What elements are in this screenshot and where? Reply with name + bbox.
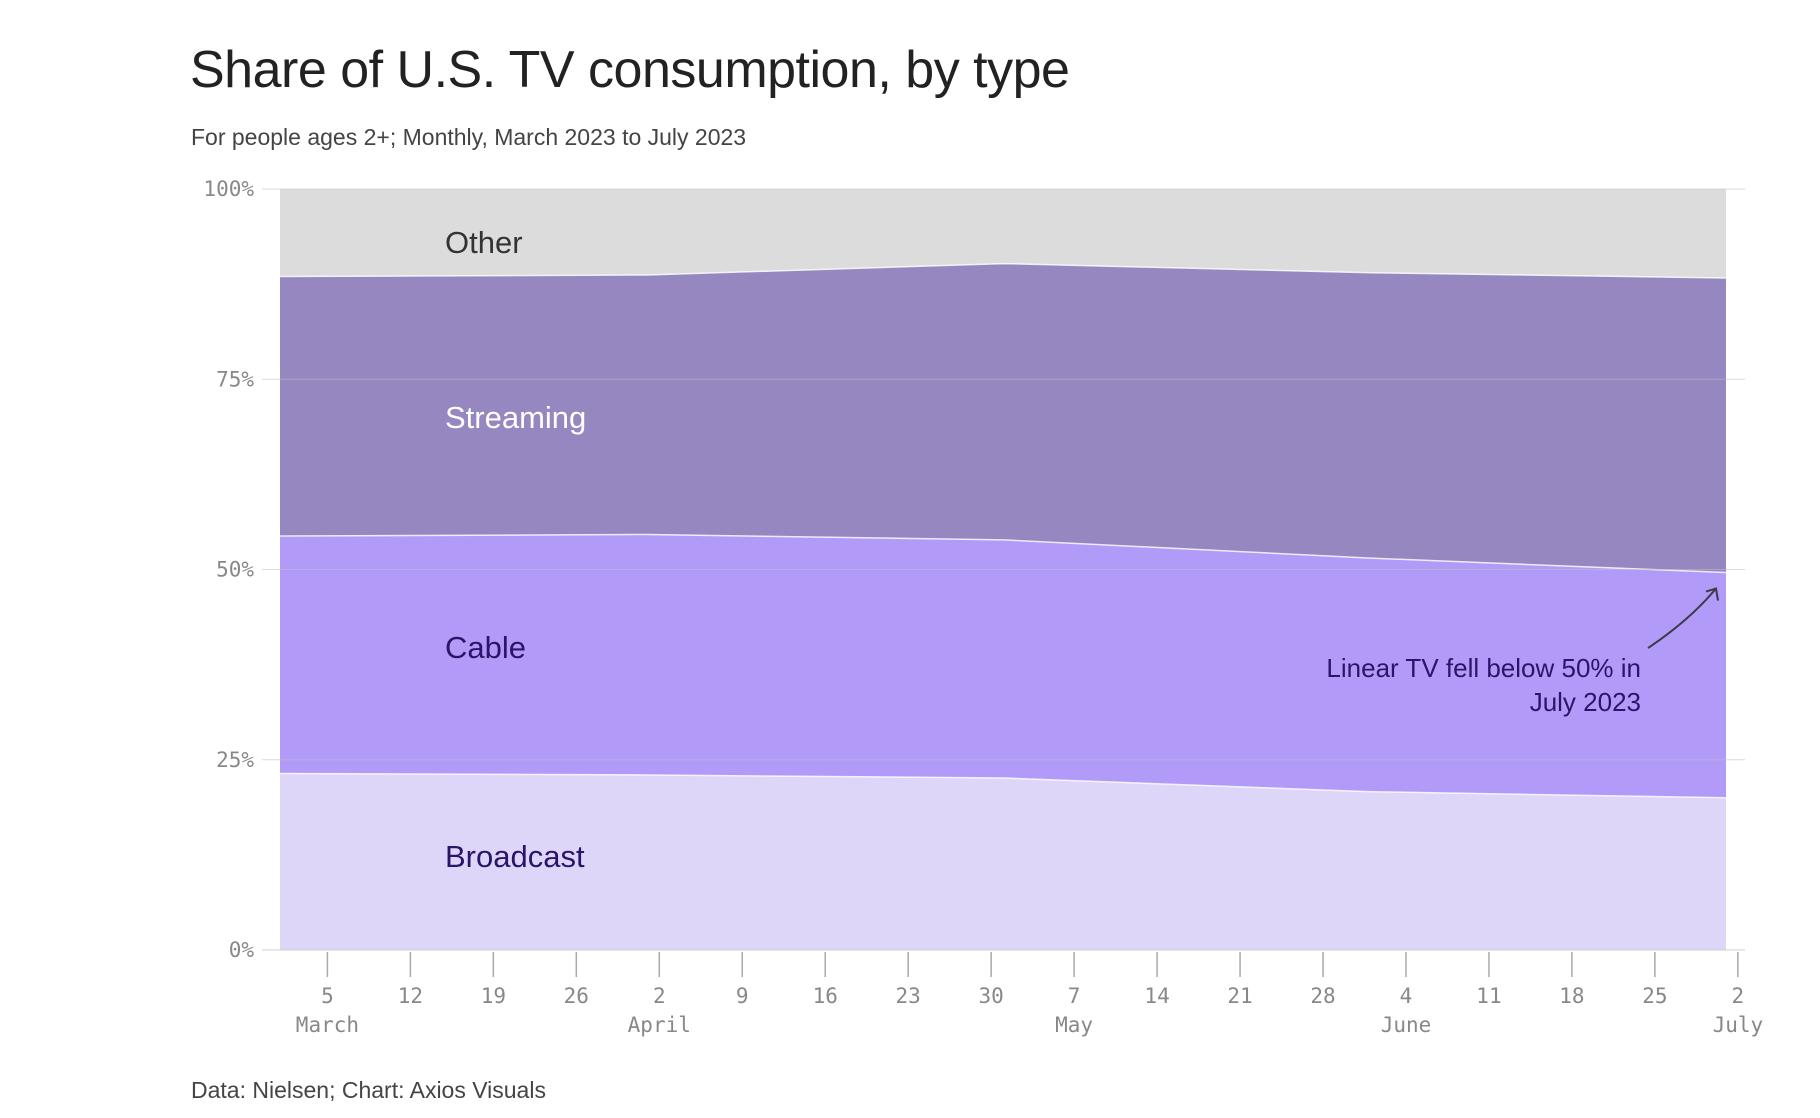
boundary-cable: [279, 533, 1727, 574]
x-month-label: March: [296, 1013, 359, 1037]
annotation-arrow: [1647, 587, 1717, 649]
x-tick-label: 5: [321, 984, 334, 1008]
annotation-arrowhead: [1705, 587, 1719, 601]
x-month-label: May: [1055, 1013, 1093, 1037]
x-month-label: June: [1381, 1013, 1432, 1037]
x-month-label: April: [628, 1013, 691, 1037]
annotation-text-line: Linear TV fell below 50% in: [1326, 653, 1641, 683]
y-tick-label: 75%: [216, 367, 254, 391]
x-tick-label: 7: [1068, 984, 1081, 1008]
x-tick-label: 23: [896, 984, 921, 1008]
x-tick-label: 2: [653, 984, 666, 1008]
x-tick-label: 21: [1227, 984, 1252, 1008]
area-other: [280, 189, 1726, 279]
y-tick-label: 100%: [203, 177, 254, 201]
x-tick-label: 18: [1559, 984, 1584, 1008]
x-tick-label: 28: [1310, 984, 1335, 1008]
chart-source: Data: Nielsen; Chart: Axios Visuals: [191, 1077, 546, 1103]
y-tick-label: 50%: [216, 558, 254, 582]
boundary-broadcast: [279, 772, 1727, 799]
area-broadcast: [280, 773, 1726, 950]
y-tick-label: 0%: [229, 938, 255, 962]
x-tick-label: 9: [736, 984, 749, 1008]
series-label-streaming: Streaming: [445, 400, 586, 435]
annotation-text-line: July 2023: [1530, 687, 1641, 717]
area-streaming: [280, 263, 1726, 573]
x-tick-label: 26: [564, 984, 589, 1008]
y-tick-label: 25%: [216, 748, 254, 772]
annotation-layer: Linear TV fell below 50% in July 2023: [1326, 587, 1719, 717]
x-tick-label: 14: [1144, 984, 1169, 1008]
x-axis: 5 March 12 19 26 2 April 9 16 23 30 7 May 14 21 28 4 June…: [296, 952, 1763, 1037]
chart-subtitle: For people ages 2+; Monthly, March 2023 …: [191, 124, 747, 150]
x-tick-label: 25: [1642, 984, 1667, 1008]
x-tick-label: 16: [813, 984, 838, 1008]
x-tick-label: 4: [1400, 984, 1413, 1008]
boundary-streaming: [279, 262, 1727, 279]
chart-title: Share of U.S. TV consumption, by type: [190, 41, 1070, 99]
x-tick-label: 12: [398, 984, 423, 1008]
grid-layer: [262, 188, 1745, 951]
series-label-broadcast: Broadcast: [445, 839, 585, 874]
x-tick-label: 19: [481, 984, 506, 1008]
series-label-cable: Cable: [445, 630, 526, 665]
series-label-other: Other: [445, 225, 523, 260]
x-tick-label: 30: [978, 984, 1003, 1008]
area-cable: [280, 534, 1726, 798]
x-tick-label: 11: [1476, 984, 1501, 1008]
y-axis: 0% 25% 50% 75% 100%: [203, 177, 254, 962]
series-label-layer: Broadcast Cable Streaming Other: [445, 225, 586, 874]
x-month-label: July: [1713, 1013, 1764, 1037]
x-tick-label: 2: [1732, 984, 1745, 1008]
area-layer: [279, 189, 1727, 950]
